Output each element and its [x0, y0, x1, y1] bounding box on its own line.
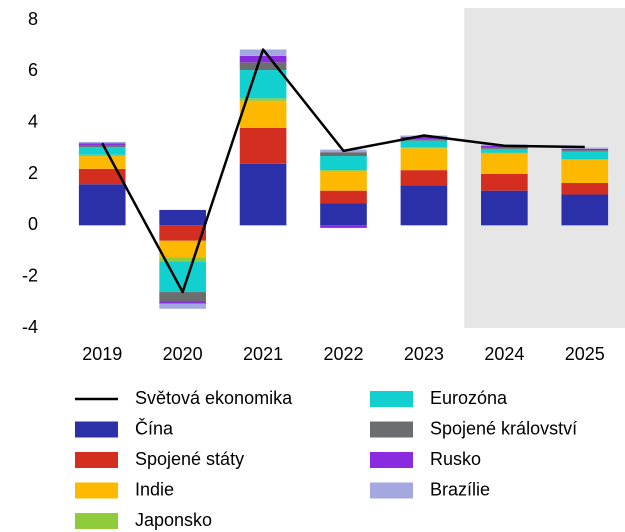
- y-tick-label: -2: [22, 265, 38, 285]
- bar-segment: [561, 151, 609, 160]
- bar-segment: [239, 98, 287, 101]
- bar-segment: [481, 190, 528, 226]
- x-tick-label: 2025: [565, 344, 605, 364]
- x-tick-label: 2023: [404, 344, 444, 364]
- bar-segment: [400, 147, 448, 149]
- bar-segment: [78, 141, 126, 144]
- legend-swatch: [370, 421, 413, 438]
- legend-swatch: [75, 421, 118, 438]
- bar-segment: [320, 203, 367, 226]
- bar-segment: [320, 152, 367, 157]
- bar-segment: [400, 136, 448, 140]
- line: [101, 48, 585, 294]
- bar-segment: [159, 209, 206, 226]
- bar-segment: [159, 301, 206, 304]
- bar-segment: [400, 185, 448, 226]
- bar-segment: [320, 190, 367, 204]
- bar-segment: [78, 147, 126, 155]
- legend-swatch: [370, 482, 413, 499]
- x-tick-label: 2020: [163, 344, 203, 364]
- bar-segment: [320, 225, 367, 228]
- bar-segment: [239, 163, 287, 226]
- bar-segment: [78, 168, 126, 185]
- bar-segment: [78, 184, 126, 226]
- bar-segment: [320, 171, 367, 191]
- bar-segment: [239, 70, 287, 99]
- x-tick-label: 2021: [243, 344, 283, 364]
- legend-label: Japonsko: [135, 510, 212, 530]
- bar-segment: [239, 127, 287, 164]
- x-tick-label: 2019: [82, 344, 122, 364]
- bar-segment: [159, 303, 206, 309]
- y-tick-label: -4: [22, 317, 38, 337]
- bar-segment: [239, 55, 287, 63]
- bar-segment: [561, 150, 609, 152]
- y-tick-label: 6: [28, 60, 38, 80]
- bar-segment: [561, 159, 609, 160]
- legend-swatch: [75, 452, 118, 468]
- bar-segment: [481, 148, 528, 153]
- bar-segment: [159, 225, 206, 241]
- bar-segment: [400, 139, 448, 141]
- bar-segment: [400, 140, 448, 148]
- bar-segment: [561, 182, 609, 195]
- y-tick-label: 4: [28, 111, 38, 131]
- legend-label: Eurozóna: [430, 388, 508, 408]
- bar-segment: [561, 159, 609, 183]
- bar-segment: [239, 100, 287, 128]
- legend-swatch: [75, 513, 118, 529]
- legend-label: Spojené státy: [135, 449, 244, 469]
- bar-segment: [320, 156, 367, 171]
- legend-swatch: [370, 391, 413, 407]
- y-tick-label: 8: [28, 9, 38, 29]
- legend-label: Čína: [135, 417, 174, 438]
- bar-segment: [561, 194, 609, 226]
- bar-segment: [78, 156, 126, 169]
- bar-segment: [481, 174, 528, 191]
- bar-segment: [159, 257, 206, 262]
- x-tick-label: 2024: [484, 344, 524, 364]
- bar-segment: [78, 145, 126, 148]
- bar-segment: [239, 62, 287, 71]
- bar-segment: [320, 170, 367, 172]
- x-tick-label: 2022: [323, 344, 363, 364]
- bar-segment: [159, 292, 206, 302]
- bar-segment: [561, 147, 609, 149]
- legend-swatch: [370, 452, 413, 468]
- legend-label: Světová ekonomika: [135, 388, 293, 408]
- bar-segment: [481, 153, 528, 174]
- y-tick-label: 2: [28, 163, 38, 183]
- bar-segment: [481, 147, 528, 149]
- legend-label: Indie: [135, 479, 174, 499]
- legend-label: Rusko: [430, 449, 481, 469]
- legend-swatch: [75, 482, 118, 499]
- bar-segment: [159, 261, 206, 293]
- legend-label: Brazílie: [430, 479, 490, 499]
- bar-segment: [481, 152, 528, 154]
- y-tick-label: 0: [28, 214, 38, 234]
- bar-segment: [400, 170, 448, 186]
- bar-segment: [78, 154, 126, 157]
- legend-label: Spojené království: [430, 418, 577, 438]
- bar-segment: [400, 148, 448, 171]
- bar-segment: [561, 148, 609, 151]
